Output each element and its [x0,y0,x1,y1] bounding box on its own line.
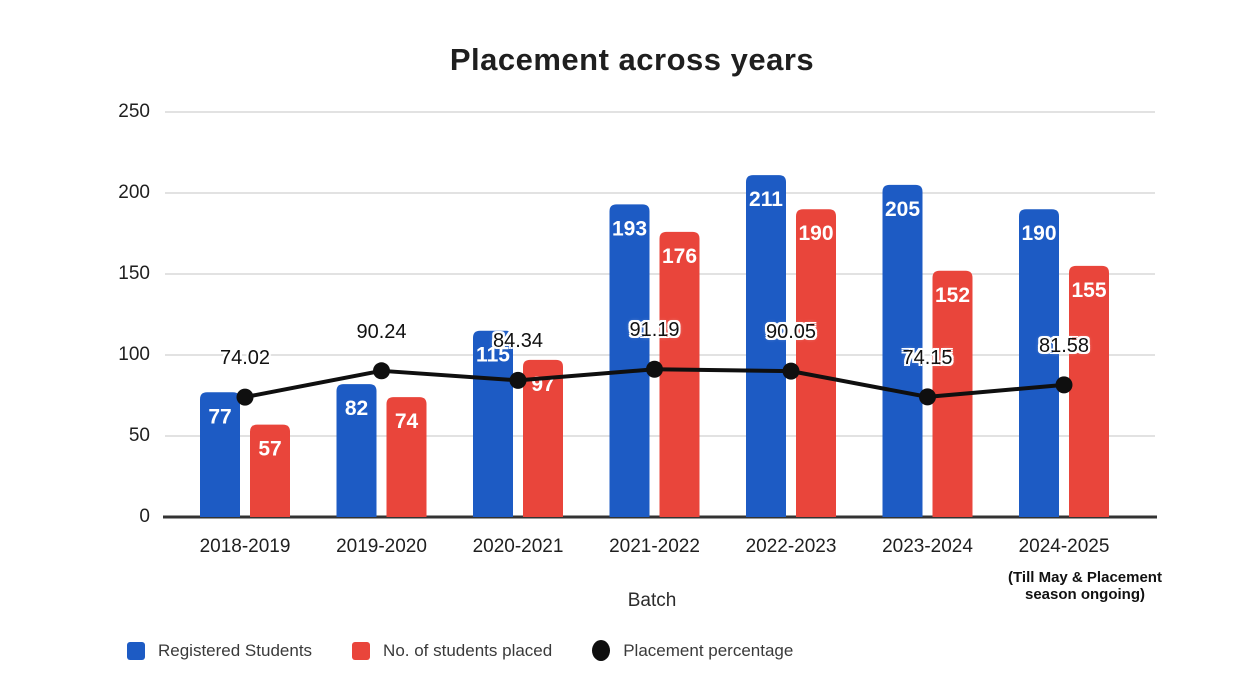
bar-value-label: 193 [612,217,647,240]
category-annotation: (Till May & Placement season ongoing) [1008,569,1162,603]
legend-square-swatch [127,641,145,660]
legend-square-swatch [352,641,371,660]
bar-value-label: 155 [1071,279,1106,302]
placed-bar [1069,265,1109,517]
bar-value-label: 57 [258,438,281,461]
category-annotation-line2: season ongoing) [1024,586,1145,603]
legend-label: Placement percentage [623,640,794,660]
registered-bar [200,392,240,517]
registered-bar [609,204,650,517]
line-marker [646,360,663,378]
legend-label: No. of students placed [383,640,553,660]
bar-value-label: 115 [476,344,510,367]
registered-bar [1019,209,1059,517]
bar-value-label: 82 [345,397,368,420]
bar-value-label: 74 [395,410,419,433]
placed-bar [523,359,563,517]
registered-bar [336,384,377,517]
line-marker [1055,376,1073,394]
bar-value-label: 190 [798,222,833,245]
placed-bar [386,397,427,517]
legend-item: Placement percentage [592,640,793,661]
placed-bar [250,424,290,517]
legend-circle-swatch [592,640,611,661]
placed-bar [659,231,700,517]
legend-item: Registered Students [127,641,312,661]
line-marker [509,371,527,389]
category-annotation-line1: (Till May & Placement [1008,569,1162,586]
bar-value-label: 176 [662,245,697,268]
line-marker [919,388,936,406]
registered-bar [746,175,786,517]
bar-value-label: 211 [749,188,783,211]
bar-value-label: 77 [208,405,231,428]
line-marker [373,362,390,380]
registered-bar [882,184,923,517]
x-axis-title: Batch [627,590,677,611]
bar-value-label: 152 [935,284,970,307]
bar-value-label: 205 [885,198,920,221]
line-marker [236,388,254,406]
legend-item: No. of students placed [352,641,552,661]
placed-bar [796,209,836,517]
chart-title: Placement across years [449,42,815,77]
legend: Registered Students No. of students place… [127,640,833,661]
bar-value-label: 190 [1021,222,1056,245]
line-marker [782,362,800,380]
legend-label: Registered Students [158,640,313,660]
